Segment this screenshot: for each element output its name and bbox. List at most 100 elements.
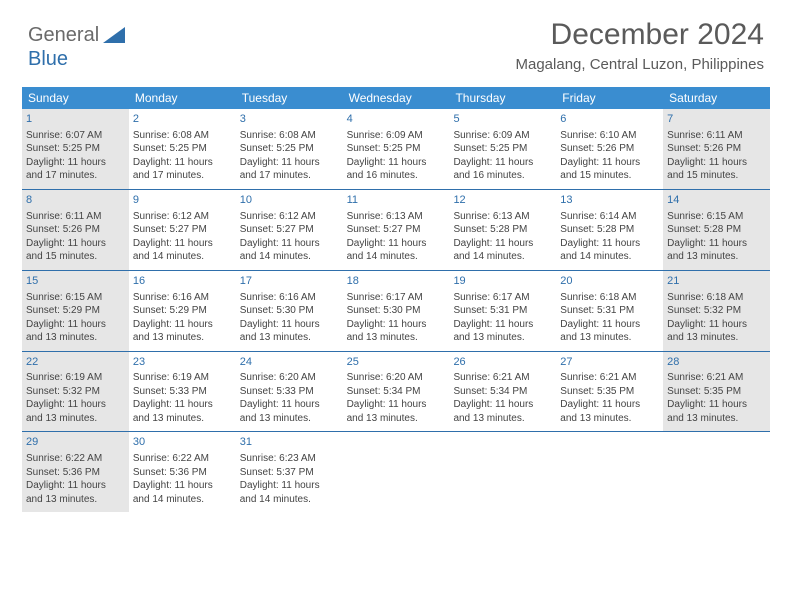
- sunset-text: Sunset: 5:32 PM: [667, 304, 766, 318]
- day-number: 1: [26, 112, 125, 127]
- sunset-text: Sunset: 5:26 PM: [667, 142, 766, 156]
- calendar-cell: 8Sunrise: 6:11 AMSunset: 5:26 PMDaylight…: [22, 190, 129, 270]
- calendar-cell: 18Sunrise: 6:17 AMSunset: 5:30 PMDayligh…: [343, 271, 450, 351]
- daylight-text: and 13 minutes.: [26, 493, 125, 507]
- daylight-text: and 15 minutes.: [667, 169, 766, 183]
- sunset-text: Sunset: 5:28 PM: [667, 223, 766, 237]
- sunrise-text: Sunrise: 6:13 AM: [453, 210, 552, 224]
- daylight-text: Daylight: 11 hours: [453, 156, 552, 170]
- calendar-cell: 23Sunrise: 6:19 AMSunset: 5:33 PMDayligh…: [129, 352, 236, 432]
- daylight-text: and 17 minutes.: [240, 169, 339, 183]
- sunrise-text: Sunrise: 6:21 AM: [667, 371, 766, 385]
- calendar-cell: 13Sunrise: 6:14 AMSunset: 5:28 PMDayligh…: [556, 190, 663, 270]
- daylight-text: Daylight: 11 hours: [667, 318, 766, 332]
- daylight-text: and 14 minutes.: [453, 250, 552, 264]
- daylight-text: and 13 minutes.: [240, 412, 339, 426]
- sunrise-text: Sunrise: 6:23 AM: [240, 452, 339, 466]
- sunrise-text: Sunrise: 6:07 AM: [26, 129, 125, 143]
- sunrise-text: Sunrise: 6:20 AM: [347, 371, 446, 385]
- daylight-text: and 13 minutes.: [667, 250, 766, 264]
- calendar-cell: 10Sunrise: 6:12 AMSunset: 5:27 PMDayligh…: [236, 190, 343, 270]
- calendar-cell: 1Sunrise: 6:07 AMSunset: 5:25 PMDaylight…: [22, 109, 129, 189]
- calendar-cell: 15Sunrise: 6:15 AMSunset: 5:29 PMDayligh…: [22, 271, 129, 351]
- sunset-text: Sunset: 5:25 PM: [240, 142, 339, 156]
- daylight-text: Daylight: 11 hours: [667, 156, 766, 170]
- calendar-cell: 4Sunrise: 6:09 AMSunset: 5:25 PMDaylight…: [343, 109, 450, 189]
- sunset-text: Sunset: 5:29 PM: [133, 304, 232, 318]
- calendar-cell: 28Sunrise: 6:21 AMSunset: 5:35 PMDayligh…: [663, 352, 770, 432]
- sunset-text: Sunset: 5:30 PM: [240, 304, 339, 318]
- sunrise-text: Sunrise: 6:22 AM: [133, 452, 232, 466]
- sunrise-text: Sunrise: 6:18 AM: [667, 291, 766, 305]
- calendar-cell: [449, 432, 556, 512]
- daylight-text: Daylight: 11 hours: [240, 156, 339, 170]
- daylight-text: Daylight: 11 hours: [667, 237, 766, 251]
- brand-logo: General: [28, 24, 125, 47]
- daylight-text: and 14 minutes.: [133, 493, 232, 507]
- calendar-grid: SundayMondayTuesdayWednesdayThursdayFrid…: [0, 81, 792, 512]
- sunrise-text: Sunrise: 6:21 AM: [453, 371, 552, 385]
- daylight-text: Daylight: 11 hours: [240, 237, 339, 251]
- daylight-text: Daylight: 11 hours: [560, 156, 659, 170]
- calendar-cell: [663, 432, 770, 512]
- calendar-week: 29Sunrise: 6:22 AMSunset: 5:36 PMDayligh…: [22, 432, 770, 512]
- day-number: 20: [560, 274, 659, 289]
- daylight-text: and 13 minutes.: [347, 412, 446, 426]
- sunrise-text: Sunrise: 6:09 AM: [347, 129, 446, 143]
- sunset-text: Sunset: 5:29 PM: [26, 304, 125, 318]
- calendar-cell: 20Sunrise: 6:18 AMSunset: 5:31 PMDayligh…: [556, 271, 663, 351]
- title-block: December 2024 Magalang, Central Luzon, P…: [516, 18, 765, 73]
- daylight-text: Daylight: 11 hours: [26, 318, 125, 332]
- sunset-text: Sunset: 5:28 PM: [560, 223, 659, 237]
- daylight-text: and 15 minutes.: [560, 169, 659, 183]
- brand-triangle-icon: [103, 27, 125, 43]
- daylight-text: Daylight: 11 hours: [133, 479, 232, 493]
- sunset-text: Sunset: 5:27 PM: [133, 223, 232, 237]
- day-header: Friday: [556, 87, 663, 109]
- day-number: 18: [347, 274, 446, 289]
- daylight-text: Daylight: 11 hours: [133, 318, 232, 332]
- day-number: 11: [347, 193, 446, 208]
- sunset-text: Sunset: 5:27 PM: [347, 223, 446, 237]
- calendar-week: 1Sunrise: 6:07 AMSunset: 5:25 PMDaylight…: [22, 109, 770, 190]
- calendar-cell: 26Sunrise: 6:21 AMSunset: 5:34 PMDayligh…: [449, 352, 556, 432]
- day-number: 16: [133, 274, 232, 289]
- day-number: 3: [240, 112, 339, 127]
- sunrise-text: Sunrise: 6:16 AM: [133, 291, 232, 305]
- sunset-text: Sunset: 5:25 PM: [347, 142, 446, 156]
- day-header: Sunday: [22, 87, 129, 109]
- sunset-text: Sunset: 5:35 PM: [560, 385, 659, 399]
- sunset-text: Sunset: 5:34 PM: [347, 385, 446, 399]
- day-header: Thursday: [449, 87, 556, 109]
- calendar-cell: 11Sunrise: 6:13 AMSunset: 5:27 PMDayligh…: [343, 190, 450, 270]
- day-number: 5: [453, 112, 552, 127]
- day-header: Monday: [129, 87, 236, 109]
- daylight-text: Daylight: 11 hours: [453, 398, 552, 412]
- sunrise-text: Sunrise: 6:09 AM: [453, 129, 552, 143]
- location-subtitle: Magalang, Central Luzon, Philippines: [516, 56, 765, 73]
- sunrise-text: Sunrise: 6:19 AM: [26, 371, 125, 385]
- day-number: 10: [240, 193, 339, 208]
- brand-part2: Blue: [28, 48, 68, 70]
- daylight-text: Daylight: 11 hours: [560, 237, 659, 251]
- daylight-text: Daylight: 11 hours: [453, 237, 552, 251]
- daylight-text: and 15 minutes.: [26, 250, 125, 264]
- calendar-cell: 12Sunrise: 6:13 AMSunset: 5:28 PMDayligh…: [449, 190, 556, 270]
- daylight-text: Daylight: 11 hours: [133, 156, 232, 170]
- daylight-text: and 13 minutes.: [133, 412, 232, 426]
- day-number: 14: [667, 193, 766, 208]
- calendar-cell: 30Sunrise: 6:22 AMSunset: 5:36 PMDayligh…: [129, 432, 236, 512]
- daylight-text: Daylight: 11 hours: [347, 398, 446, 412]
- calendar-cell: 24Sunrise: 6:20 AMSunset: 5:33 PMDayligh…: [236, 352, 343, 432]
- weeks-container: 1Sunrise: 6:07 AMSunset: 5:25 PMDaylight…: [22, 109, 770, 512]
- daylight-text: and 17 minutes.: [26, 169, 125, 183]
- daylight-text: Daylight: 11 hours: [26, 479, 125, 493]
- daylight-text: Daylight: 11 hours: [133, 398, 232, 412]
- calendar-week: 15Sunrise: 6:15 AMSunset: 5:29 PMDayligh…: [22, 271, 770, 352]
- sunrise-text: Sunrise: 6:22 AM: [26, 452, 125, 466]
- brand-part1: General: [28, 24, 99, 47]
- sunrise-text: Sunrise: 6:17 AM: [453, 291, 552, 305]
- day-number: 9: [133, 193, 232, 208]
- daylight-text: Daylight: 11 hours: [26, 398, 125, 412]
- day-header: Wednesday: [343, 87, 450, 109]
